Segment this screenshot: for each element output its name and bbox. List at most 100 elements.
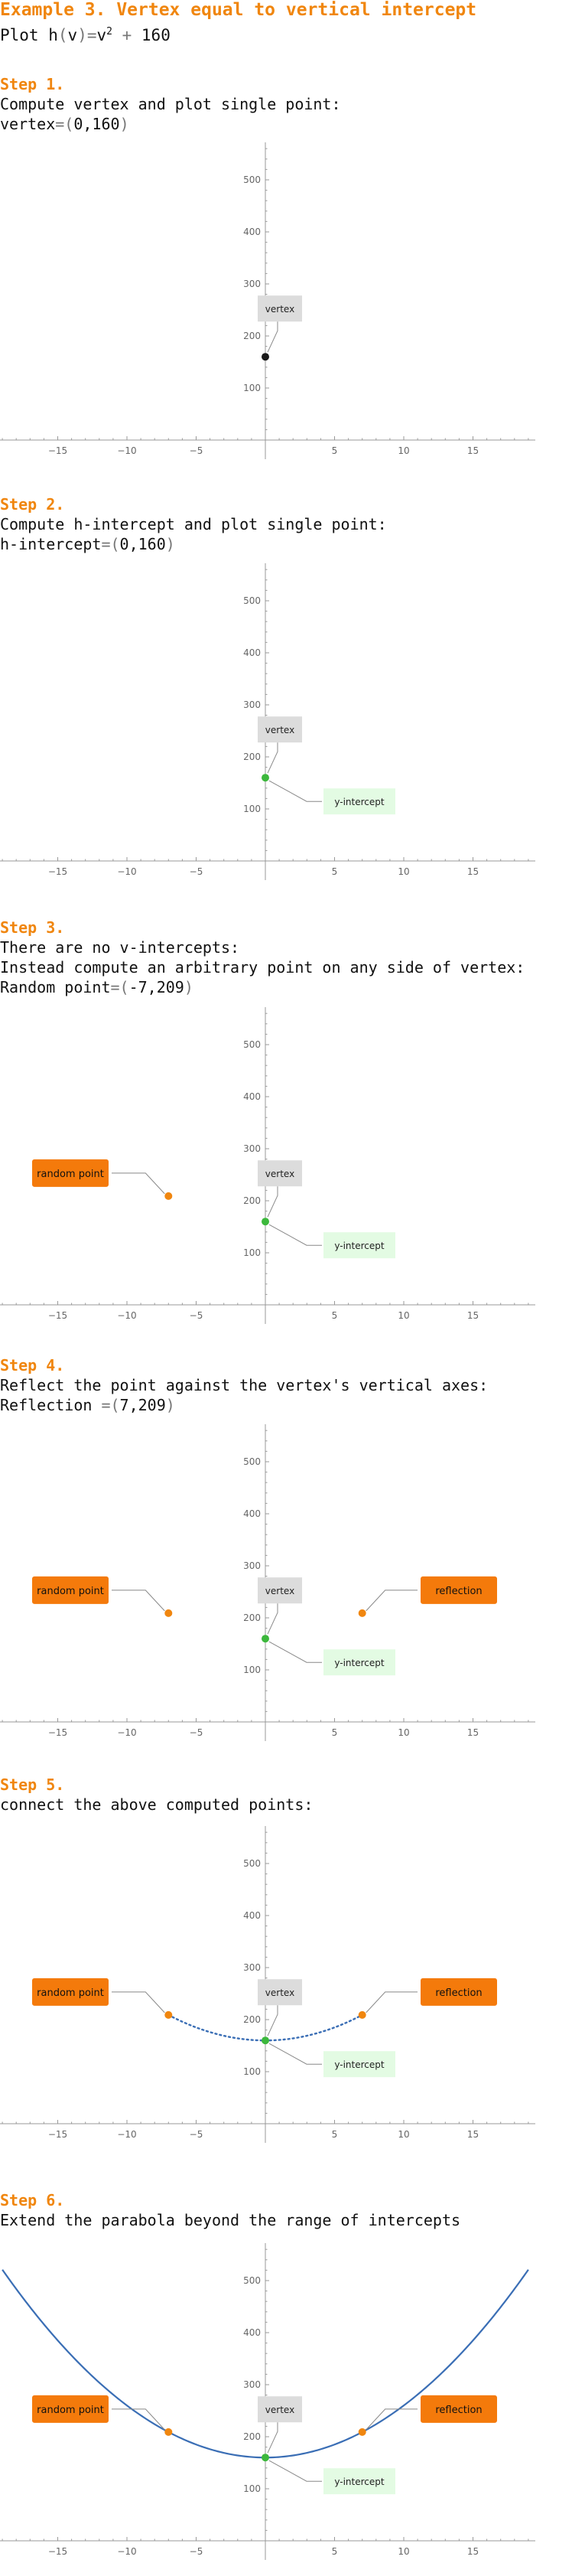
intercept-label: y-intercept	[334, 797, 385, 807]
y-tick-label: 200	[243, 1195, 261, 1206]
step-text: vertex=(0,160)	[0, 115, 129, 133]
y-tick-label: 200	[243, 331, 261, 341]
vertex-label-box	[258, 1577, 302, 1604]
step-text: h-intercept=(0,160)	[0, 535, 175, 553]
y-tick-label: 100	[243, 383, 261, 393]
step-text: Reflect the point against the vertex's v…	[0, 1376, 489, 1394]
intercept-label-box	[323, 1649, 395, 1676]
intercept-leader	[268, 780, 322, 802]
y-tick-label: 500	[243, 595, 261, 606]
vertex-point	[262, 353, 269, 361]
reflection-point	[358, 1609, 366, 1617]
intercept-leader	[268, 2043, 322, 2065]
computed-value: 7,209	[119, 1396, 166, 1414]
x-tick-label: 10	[398, 2546, 409, 2557]
x-tick-label: 10	[398, 866, 409, 877]
y-tick-label: 500	[243, 1858, 261, 1869]
step-text: Instead compute an arbitrary point on an…	[0, 958, 525, 977]
step-chart: −15 −10 −5 5 10 15 100 200 300 400 500 vertex y-inte…	[0, 1007, 535, 1324]
x-tick-label: −15	[48, 2129, 67, 2140]
random-point	[164, 1192, 173, 1200]
vertex-label-box	[258, 1160, 302, 1187]
intercept-label-box	[323, 2468, 395, 2495]
vertex-label: vertex	[265, 1987, 294, 1998]
intercept-label: y-intercept	[334, 2477, 385, 2487]
step-text: There are no v-intercepts:	[0, 938, 240, 957]
reflection-label: reflection	[435, 1987, 482, 1999]
reflection-label-box	[421, 1576, 497, 1604]
vertex-label: vertex	[265, 725, 294, 735]
x-tick-label: −15	[48, 1727, 67, 1738]
computed-value: 0,160	[119, 535, 166, 553]
intercept-point	[262, 774, 269, 782]
func-var: v	[67, 26, 78, 44]
reflection-label-box	[421, 1978, 497, 2006]
intercept-label: y-intercept	[334, 1658, 385, 1668]
reflection-label: reflection	[435, 1586, 482, 1597]
func-name: h	[48, 26, 58, 44]
vertex-label-box	[258, 2396, 302, 2423]
intercept-point	[262, 1218, 269, 1226]
y-tick-label: 300	[243, 699, 261, 710]
x-tick-label: 15	[467, 1310, 479, 1321]
intercept-label: y-intercept	[334, 2059, 385, 2070]
x-tick-label: 5	[332, 445, 338, 456]
x-tick-label: −10	[117, 866, 136, 877]
random-point	[164, 2428, 173, 2436]
plot-prefix: Plot	[0, 26, 49, 44]
x-tick-label: 15	[467, 866, 479, 877]
x-tick-label: −5	[190, 1727, 203, 1738]
x-tick-label: −15	[48, 445, 67, 456]
step-text: Compute h-intercept and plot single poin…	[0, 515, 387, 533]
x-tick-label: −5	[190, 2129, 203, 2140]
y-tick-label: 400	[243, 227, 261, 237]
y-tick-label: 300	[243, 1143, 261, 1154]
x-tick-label: 5	[332, 1310, 338, 1321]
random-leader	[112, 1991, 165, 2014]
vertex-leader	[267, 2422, 278, 2454]
step-chart: −15 −10 −5 5 10 15 100 200 300 400 500 vertex y-inte…	[0, 563, 535, 880]
vertex-leader	[267, 321, 278, 353]
x-tick-label: 15	[467, 1727, 479, 1738]
reflection-point	[358, 2428, 366, 2436]
y-tick-label: 400	[243, 1508, 261, 1519]
random-label: random point	[37, 2405, 104, 2416]
x-tick-label: 5	[332, 866, 338, 877]
y-tick-label: 100	[243, 2483, 261, 2494]
random-label: random point	[37, 1169, 104, 1180]
random-label-box	[32, 1978, 109, 2006]
func-rhs-exp: 2	[106, 26, 112, 37]
y-tick-label: 200	[243, 2431, 261, 2442]
random-leader	[112, 1590, 165, 1612]
y-tick-label: 200	[243, 752, 261, 762]
x-tick-label: 5	[332, 2129, 338, 2140]
random-label-box	[32, 1159, 109, 1187]
reflection-label: reflection	[435, 2405, 482, 2416]
y-tick-label: 200	[243, 2014, 261, 2025]
reflection-leader	[366, 2408, 418, 2431]
computed-label: Reflection	[0, 1396, 102, 1414]
intercept-leader	[268, 1641, 322, 1663]
step-text: Extend the parabola beyond the range of …	[0, 2211, 461, 2229]
y-tick-label: 300	[243, 1560, 261, 1571]
intercept-label-box	[323, 788, 395, 815]
x-tick-label: −10	[117, 445, 136, 456]
vertex-label: vertex	[265, 304, 294, 315]
random-point	[164, 2010, 173, 2019]
y-tick-label: 200	[243, 1612, 261, 1623]
vertex-label-box	[258, 1979, 302, 2006]
x-tick-label: 10	[398, 2129, 409, 2140]
step-heading: Step 4.	[0, 1356, 65, 1374]
step-chart: −15 −10 −5 5 10 15 100 200 300 400 500 vertex y-inte…	[0, 1424, 535, 1741]
intercept-label: y-intercept	[334, 1241, 385, 1251]
vertex-leader	[267, 1186, 278, 1218]
intercept-leader	[268, 1224, 322, 1246]
step-text: Reflection =(7,209)	[0, 1396, 175, 1414]
intercept-point	[262, 2454, 269, 2462]
step-text: connect the above computed points:	[0, 1795, 314, 1814]
y-tick-label: 500	[243, 1039, 261, 1050]
y-tick-label: 300	[243, 279, 261, 289]
random-leader	[112, 1172, 165, 1195]
computed-label: h-intercept	[0, 535, 102, 553]
step-chart: −15 −10 −5 5 10 15 100 200 300 400 500 vertex y-inte…	[0, 2243, 535, 2560]
